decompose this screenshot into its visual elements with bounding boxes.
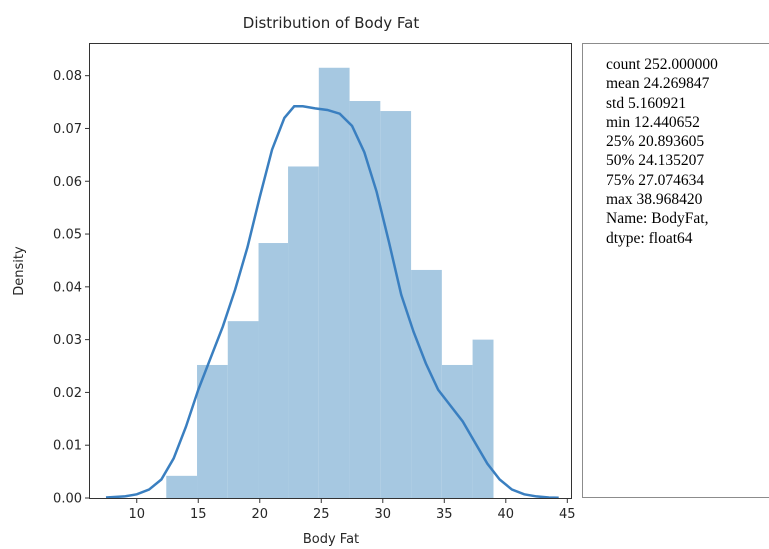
y-axis-label: Density <box>12 246 27 296</box>
stat-line: count 252.000000 <box>606 56 718 73</box>
histogram-bar <box>380 111 412 498</box>
stat-line: Name: BodyFat, <box>606 210 709 228</box>
x-tick-label: 30 <box>375 507 392 522</box>
y-tick-label: 0.07 <box>53 122 82 137</box>
plot-frame <box>89 43 572 499</box>
kde-curve <box>105 105 559 499</box>
y-tick-label: 0.03 <box>53 333 82 348</box>
x-tick-label: 25 <box>313 507 330 522</box>
histogram-bar <box>227 321 259 498</box>
x-tick-label: 15 <box>190 507 207 522</box>
y-tick-label: 0.04 <box>53 280 82 295</box>
x-tick-label: 35 <box>436 507 453 522</box>
stat-line: 25% 20.893605 <box>606 133 705 151</box>
x-tick-label: 45 <box>559 507 576 522</box>
x-axis: 10 15 20 25 30 35 40 45 <box>128 498 576 522</box>
y-tick-label: 0.06 <box>53 175 82 190</box>
y-tick-label: 0.05 <box>53 228 82 243</box>
y-axis: 0.00 0.01 0.02 0.03 0.04 0.05 0.06 0.07 0.08 <box>53 69 90 507</box>
y-tick-label: 0.00 <box>53 492 82 507</box>
chart-title: Distribution of Body Fat <box>243 14 420 32</box>
histogram-bar <box>197 364 228 498</box>
summary-stats-box: count 252.000000 mean 24.269847 std 5.16… <box>582 43 769 498</box>
y-tick-label: 0.08 <box>53 69 82 84</box>
stat-line: dtype: float64 <box>606 229 693 247</box>
y-tick-label: 0.02 <box>53 386 82 401</box>
histogram-bar <box>288 166 319 498</box>
stat-line: 75% 27.074634 <box>606 171 705 189</box>
histogram-bars <box>166 67 494 499</box>
histogram-bar <box>411 269 442 498</box>
stat-line: mean 24.269847 <box>606 75 710 93</box>
y-tick-label: 0.01 <box>53 439 82 454</box>
x-tick-label: 40 <box>498 507 515 522</box>
x-axis-label: Body Fat <box>303 532 359 547</box>
histogram-bar <box>472 339 494 498</box>
histogram-bar <box>349 101 381 499</box>
histogram-bar <box>258 243 289 498</box>
x-tick-label: 10 <box>128 507 145 522</box>
histogram-bar <box>318 67 350 499</box>
stat-line: 50% 24.135207 <box>606 152 705 170</box>
histogram-bar <box>166 475 198 498</box>
x-tick-label: 20 <box>251 507 268 522</box>
stat-line: max 38.968420 <box>606 191 703 209</box>
stat-line: std 5.160921 <box>606 94 687 112</box>
stat-line: min 12.440652 <box>606 113 700 131</box>
